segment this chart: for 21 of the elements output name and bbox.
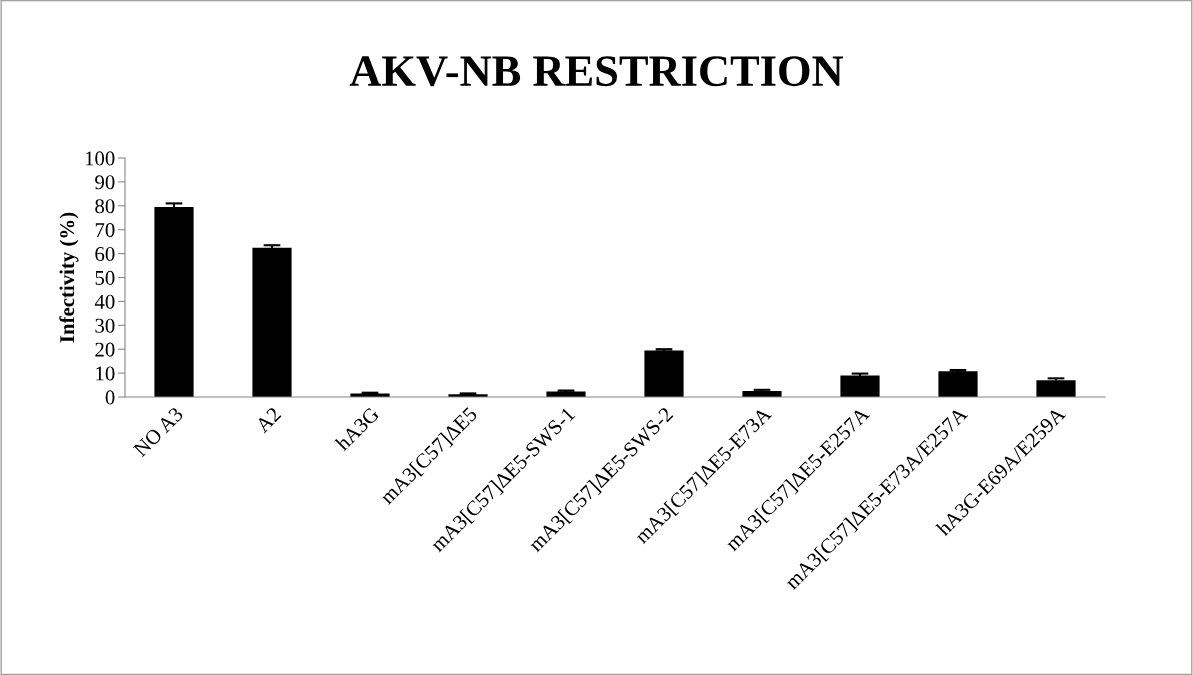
bar (840, 375, 880, 397)
y-tick-label: 50 (95, 270, 115, 285)
y-tick-label: 10 (96, 366, 115, 381)
y-tick-label: 20 (95, 342, 115, 357)
y-tick-label: 30 (95, 318, 115, 333)
bar (644, 350, 684, 397)
bar (938, 371, 978, 397)
y-tick-label: 60 (95, 246, 115, 262)
bar (252, 247, 292, 397)
y-tick-label: 90 (95, 175, 115, 190)
bar (1036, 380, 1076, 397)
x-tick-label: NO A3 (132, 406, 184, 458)
x-tick-label: A2 (254, 406, 282, 434)
y-tick-label: 100 (85, 151, 115, 166)
y-tick-label: 0 (105, 390, 115, 405)
chart-title: AKV-NB RESTRICTION (349, 56, 844, 87)
y-tick-label: 80 (95, 199, 115, 214)
bar (154, 207, 194, 397)
y-tick-label: 40 (94, 294, 115, 309)
y-axis-title: Infectivity (%) (59, 212, 79, 343)
y-tick-label: 70 (95, 223, 115, 238)
